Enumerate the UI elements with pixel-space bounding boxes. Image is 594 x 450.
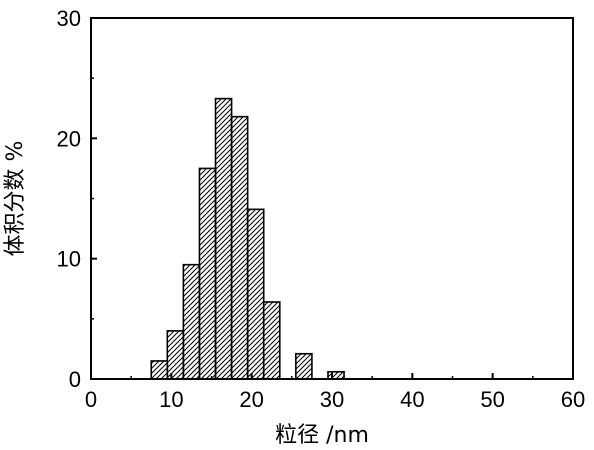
plot-frame [90,17,574,380]
y-tick-label: 20 [57,126,81,151]
x-tick-label: 30 [320,387,344,412]
bars-group [150,97,345,380]
y-axis-title: 体积分数 % [3,141,28,257]
histogram-bar [327,370,345,380]
histogram-bar [214,97,233,380]
histogram-bar [262,301,281,380]
x-tick-label: 50 [480,387,504,412]
histogram-bar [166,330,185,380]
histogram-bar [198,167,217,380]
histogram-bar [295,352,313,380]
x-tick-label: 10 [159,387,183,412]
x-axis-title: 粒径 /nm [275,423,369,448]
x-tick-label: 40 [400,387,424,412]
x-tick-label: 0 [85,387,97,412]
histogram-bar [150,360,169,380]
x-tick-label: 20 [239,387,263,412]
histogram-bar [230,115,249,380]
y-tick-label: 0 [69,367,81,392]
x-axis: 0 10 20 30 40 50 60 [85,373,585,412]
y-axis: 0 10 20 30 [57,6,97,392]
x-tick-label: 60 [561,387,585,412]
histogram-bar [182,263,201,380]
histogram-bar [246,208,265,380]
y-tick-label: 30 [57,6,81,31]
y-tick-label: 10 [57,247,81,272]
